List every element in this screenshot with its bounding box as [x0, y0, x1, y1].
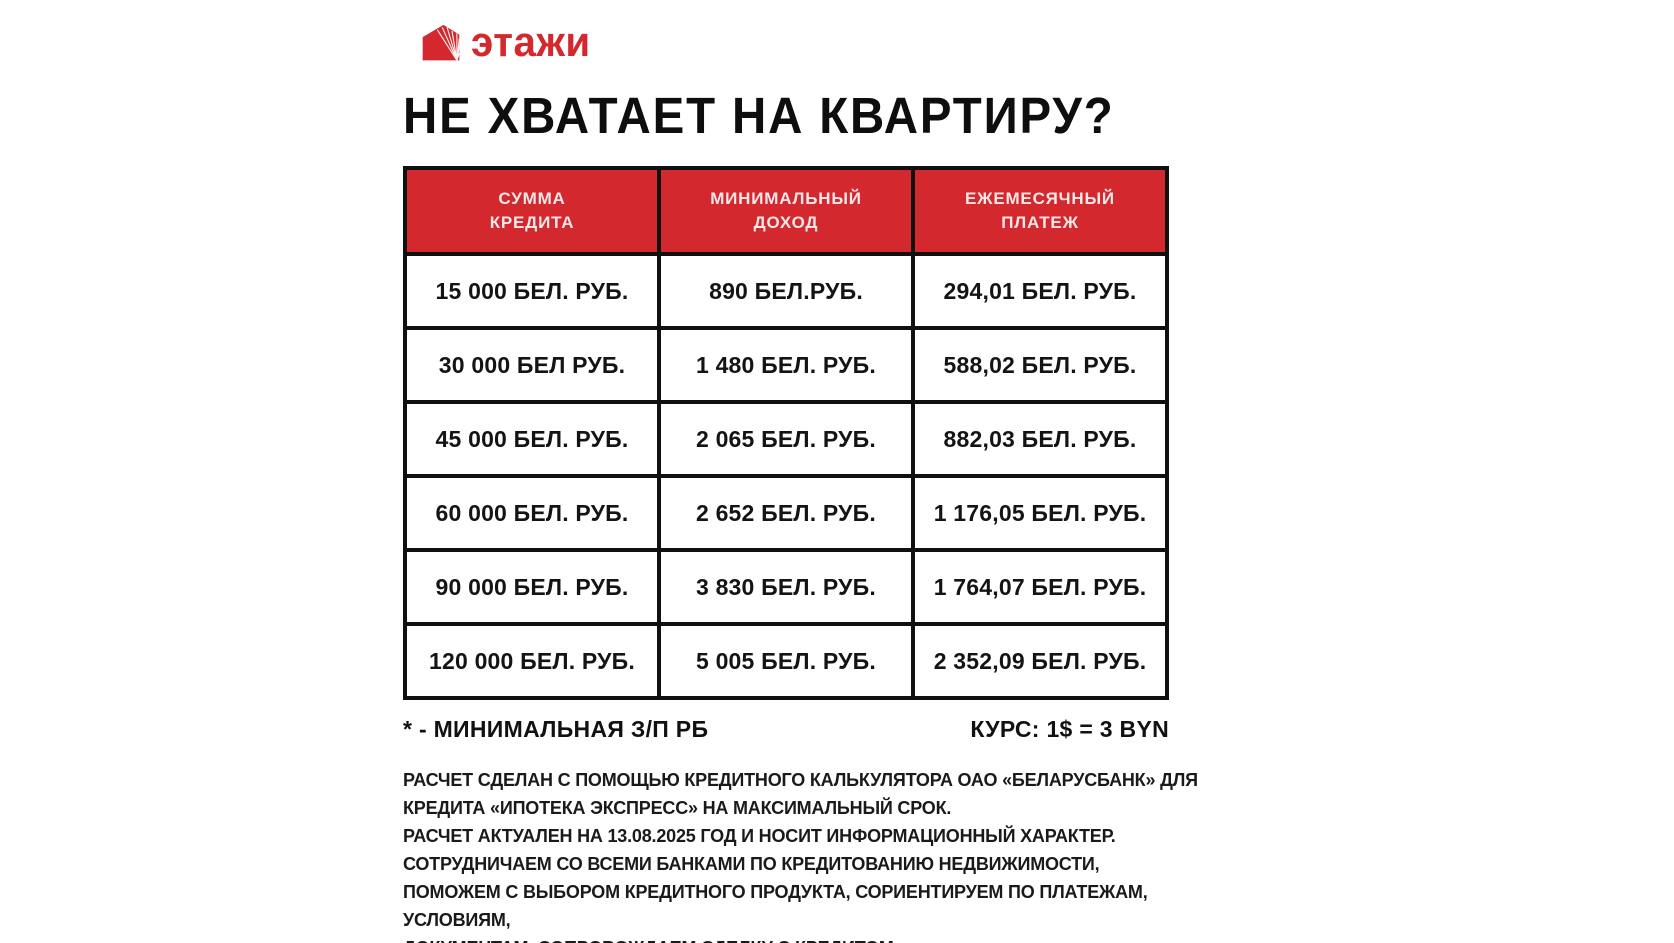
cell-credit-sum: 45 000 БЕЛ. РУБ.: [403, 400, 661, 478]
disclaimer-line: ДОКУМЕНТАМ, СОПРОВОЖДАЕМ СДЕЛКУ С КРЕДИТ…: [403, 934, 1193, 943]
disclaimer-line: СОТРУДНИЧАЕМ СО ВСЕМИ БАНКАМИ ПО КРЕДИТО…: [403, 854, 1100, 874]
column-header-min-income: МИНИМАЛЬНЫЙ ДОХОД: [657, 166, 915, 256]
brand-logo-text: этажи: [471, 18, 591, 65]
cell-credit-sum: 60 000 БЕЛ. РУБ.: [403, 474, 661, 552]
cell-monthly-payment: 1 176,05 БЕЛ. РУБ.: [911, 474, 1169, 552]
cell-min-income: 2 065 БЕЛ. РУБ.: [657, 400, 915, 478]
cell-min-income: 1 480 БЕЛ. РУБ.: [657, 326, 915, 404]
table-row: 60 000 БЕЛ. РУБ. 2 652 БЕЛ. РУБ. 1 176,0…: [403, 474, 1169, 552]
table-row: 90 000 БЕЛ. РУБ. 3 830 БЕЛ. РУБ. 1 764,0…: [403, 548, 1169, 626]
cell-monthly-payment: 294,01 БЕЛ. РУБ.: [911, 252, 1169, 330]
cell-monthly-payment: 2 352,09 БЕЛ. РУБ.: [911, 622, 1169, 700]
credit-table: СУММА КРЕДИТА МИНИМАЛЬНЫЙ ДОХОД ЕЖЕМЕСЯЧ…: [403, 166, 1169, 700]
cell-credit-sum: 120 000 БЕЛ. РУБ.: [403, 622, 661, 700]
cell-monthly-payment: 1 764,07 БЕЛ. РУБ.: [911, 548, 1169, 626]
disclaimer-line: КРЕДИТА «ИПОТЕКА ЭКСПРЕСС» НА МАКСИМАЛЬН…: [403, 798, 952, 818]
cell-monthly-payment: 882,03 БЕЛ. РУБ.: [911, 400, 1169, 478]
column-header-credit-sum: СУММА КРЕДИТА: [403, 166, 661, 256]
cell-min-income: 5 005 БЕЛ. РУБ.: [657, 622, 915, 700]
disclaimer-text: РАСЧЕТ СДЕЛАН С ПОМОЩЬЮ КРЕДИТНОГО КАЛЬК…: [403, 766, 1198, 943]
cell-min-income: 890 БЕЛ.РУБ.: [657, 252, 915, 330]
table-row: 30 000 БЕЛ РУБ. 1 480 БЕЛ. РУБ. 588,02 Б…: [403, 326, 1169, 404]
cell-credit-sum: 15 000 БЕЛ. РУБ.: [403, 252, 661, 330]
footnotes-row: * - МИНИМАЛЬНАЯ З/П РБ КУРС: 1$ = 3 BYN: [403, 716, 1169, 743]
page-title: НЕ ХВАТАЕТ НА КВАРТИРУ?: [403, 87, 1115, 144]
table-row: 15 000 БЕЛ. РУБ. 890 БЕЛ.РУБ. 294,01 БЕЛ…: [403, 252, 1169, 330]
table-row: 45 000 БЕЛ. РУБ. 2 065 БЕЛ. РУБ. 882,03 …: [403, 400, 1169, 478]
column-header-monthly-payment: ЕЖЕМЕСЯЧНЫЙ ПЛАТЕЖ: [911, 166, 1169, 256]
disclaimer-line: ПОМОЖЕМ С ВЫБОРОМ КРЕДИТНОГО ПРОДУКТА, С…: [403, 882, 1148, 902]
cell-credit-sum: 90 000 БЕЛ. РУБ.: [403, 548, 661, 626]
house-logo-icon: [419, 20, 463, 64]
table-row: 120 000 БЕЛ. РУБ. 5 005 БЕЛ. РУБ. 2 352,…: [403, 622, 1169, 700]
cell-credit-sum: 30 000 БЕЛ РУБ.: [403, 326, 661, 404]
disclaimer-line: РАСЧЕТ СДЕЛАН С ПОМОЩЬЮ КРЕДИТНОГО КАЛЬК…: [403, 770, 1198, 790]
cell-monthly-payment: 588,02 БЕЛ. РУБ.: [911, 326, 1169, 404]
footnote-min-salary: * - МИНИМАЛЬНАЯ З/П РБ: [403, 716, 709, 742]
disclaimer-line: РАСЧЕТ АКТУАЛЕН НА 13.08.2025 ГОД И НОСИ…: [403, 826, 1116, 846]
cell-min-income: 2 652 БЕЛ. РУБ.: [657, 474, 915, 552]
footnote-exchange-rate: КУРС: 1$ = 3 BYN: [970, 716, 1169, 742]
table-header-row: СУММА КРЕДИТА МИНИМАЛЬНЫЙ ДОХОД ЕЖЕМЕСЯЧ…: [403, 166, 1169, 256]
brand-logo: этажи: [419, 20, 596, 64]
disclaimer-line: УСЛОВИЯМ,: [403, 910, 511, 930]
cell-min-income: 3 830 БЕЛ. РУБ.: [657, 548, 915, 626]
